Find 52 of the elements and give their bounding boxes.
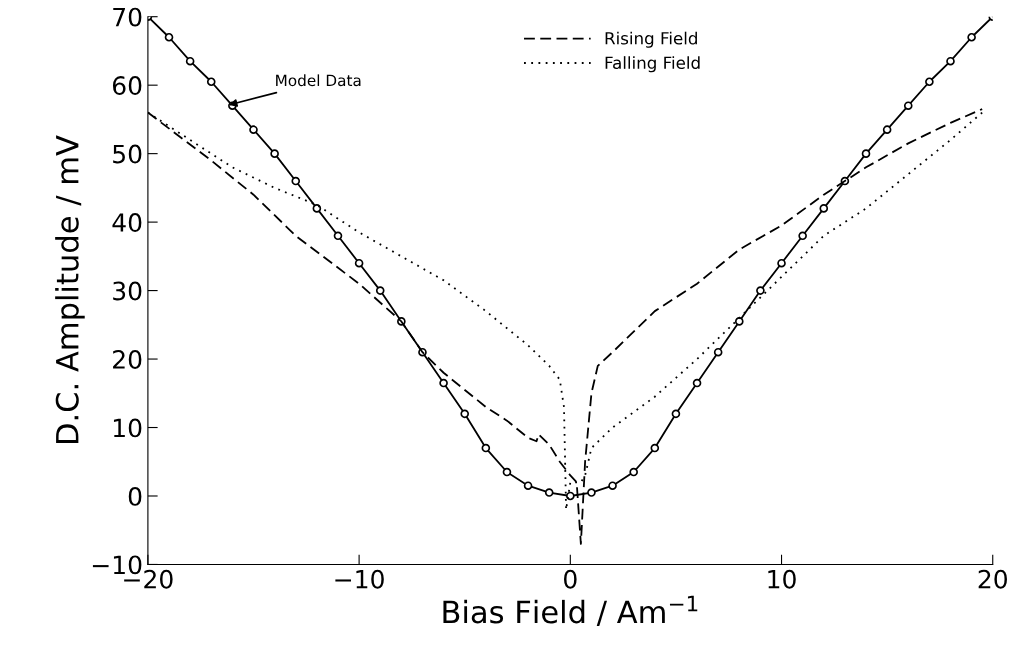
point — [523, 481, 533, 491]
point — [481, 443, 491, 453]
point — [756, 286, 765, 295]
x-axis-title: Bias Field / Am$^{−1}$ — [443, 595, 698, 626]
point — [270, 149, 279, 158]
y-tick-label: 30 — [113, 281, 142, 301]
y-tick-label: 10 — [113, 418, 142, 438]
point — [312, 204, 322, 213]
x-tick-label: −10 — [335, 569, 384, 589]
y-tick-label: 60 — [112, 76, 142, 96]
point — [249, 125, 258, 134]
point — [375, 286, 385, 295]
point — [291, 176, 301, 186]
x-tick-label: 10 — [768, 569, 796, 589]
point — [439, 378, 448, 388]
point — [502, 467, 512, 477]
point — [882, 125, 892, 134]
point — [671, 409, 681, 419]
point — [925, 77, 934, 87]
point — [903, 101, 913, 111]
point — [544, 488, 554, 497]
point — [629, 467, 638, 477]
point — [587, 488, 596, 497]
x-tick-label: 0 — [564, 569, 577, 589]
point — [608, 481, 617, 491]
x-tick-label: 20 — [978, 569, 1007, 589]
point — [333, 231, 343, 241]
point — [164, 32, 174, 42]
point — [460, 409, 470, 419]
point — [946, 56, 955, 66]
point — [713, 347, 723, 357]
point — [566, 491, 575, 501]
point — [354, 258, 364, 268]
y-tick-label: 0 — [128, 486, 142, 506]
point — [734, 317, 744, 326]
point — [798, 231, 807, 241]
point — [206, 77, 216, 87]
point — [861, 149, 871, 158]
annotation: Model Data — [276, 74, 361, 87]
point — [777, 258, 786, 268]
point — [185, 56, 195, 66]
y-tick-label: 50 — [113, 144, 142, 164]
y-axis-title: D.C. Amplitude / mV — [55, 135, 85, 444]
point — [819, 204, 829, 213]
y-tick-label: 20 — [113, 349, 142, 369]
y-tick-label: 70 — [113, 7, 142, 27]
point — [967, 32, 976, 42]
point — [692, 378, 702, 388]
point — [650, 443, 660, 453]
y-tick-label: 40 — [112, 213, 142, 232]
legend-label: Falling Field — [605, 56, 700, 73]
legend-label: Rising Field — [605, 31, 697, 48]
